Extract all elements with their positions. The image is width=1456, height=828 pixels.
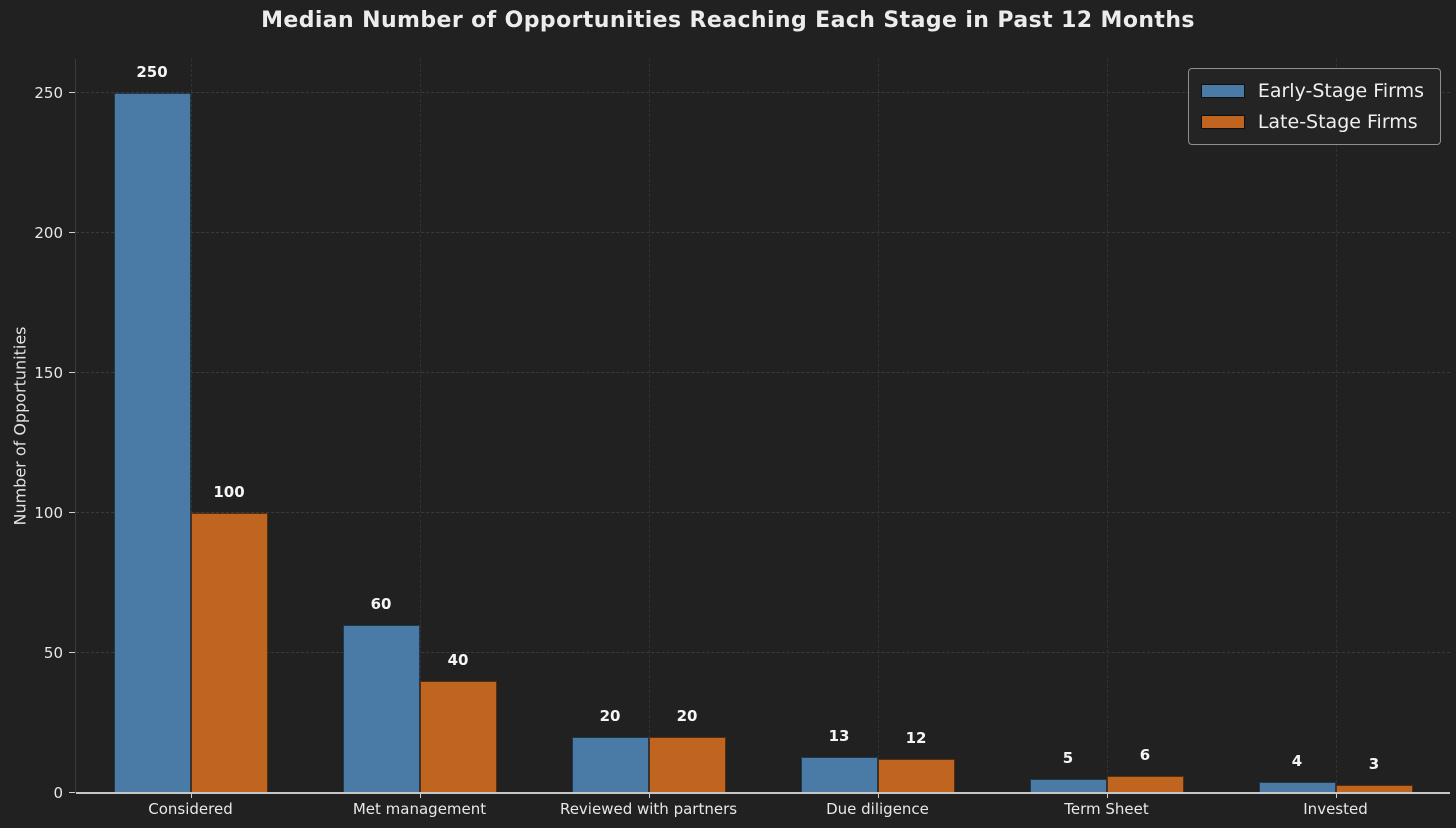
h-gridline bbox=[76, 651, 1450, 653]
y-tick-label: 0 bbox=[53, 784, 63, 802]
bar-value-label: 250 bbox=[136, 62, 168, 81]
legend-swatch bbox=[1200, 84, 1245, 98]
x-tick-mark bbox=[190, 793, 192, 798]
y-tick-mark bbox=[69, 91, 75, 93]
v-gridline bbox=[1335, 59, 1337, 793]
h-gridline bbox=[76, 231, 1450, 233]
bar-value-label: 12 bbox=[905, 729, 927, 748]
v-gridline bbox=[190, 59, 192, 793]
v-gridline bbox=[419, 59, 421, 793]
v-gridline bbox=[648, 59, 650, 793]
y-tick-label: 150 bbox=[34, 363, 63, 382]
bar-late-stage-firms bbox=[190, 512, 268, 793]
bar-value-label: 40 bbox=[447, 650, 469, 669]
bar-value-label: 20 bbox=[676, 706, 698, 725]
x-tick-label: Met management bbox=[352, 800, 487, 818]
bar-value-label: 20 bbox=[599, 706, 621, 725]
bar-early-stage-firms bbox=[342, 624, 420, 793]
y-axis-label: Number of Opportunities bbox=[10, 326, 30, 526]
x-tick-mark bbox=[877, 793, 879, 798]
bar-early-stage-firms bbox=[800, 756, 878, 793]
x-tick-label: Invested bbox=[1303, 800, 1368, 818]
bar-late-stage-firms bbox=[419, 680, 497, 793]
y-tick-label: 50 bbox=[43, 643, 63, 662]
y-tick-label: 100 bbox=[34, 503, 63, 522]
bar-early-stage-firms bbox=[113, 92, 191, 793]
v-gridline bbox=[1106, 59, 1108, 793]
x-tick-mark bbox=[1106, 793, 1108, 798]
legend: Early-Stage Firms Late-Stage Firms bbox=[1187, 68, 1441, 145]
bar-late-stage-firms bbox=[648, 736, 726, 793]
bar-value-label: 5 bbox=[1062, 749, 1074, 767]
x-tick-mark bbox=[1335, 793, 1337, 798]
h-gridline bbox=[76, 371, 1450, 373]
x-tick-label: Due diligence bbox=[826, 800, 929, 818]
legend-label: Early-Stage Firms bbox=[1257, 80, 1424, 102]
plot-area: 0 50 100 150 200 250 Considered 250 100 Met manag… bbox=[34, 59, 1450, 818]
legend-label: Late-Stage Firms bbox=[1257, 111, 1418, 133]
bar-value-label: 3 bbox=[1368, 754, 1380, 773]
bar-value-label: 6 bbox=[1139, 746, 1151, 765]
bar-value-label: 4 bbox=[1291, 751, 1303, 770]
bar-value-label: 100 bbox=[213, 482, 245, 501]
y-tick-label: 200 bbox=[34, 223, 63, 242]
bar-late-stage-firms bbox=[1106, 776, 1184, 793]
x-tick-mark bbox=[419, 793, 421, 798]
legend-item: Early-Stage Firms bbox=[1200, 80, 1424, 102]
chart-title: Median Number of Opportunities Reaching … bbox=[261, 8, 1195, 33]
y-tick-mark bbox=[69, 231, 75, 233]
y-tick-label: 250 bbox=[34, 83, 63, 102]
x-tick-label: Term Sheet bbox=[1064, 800, 1149, 818]
bar-early-stage-firms bbox=[1029, 779, 1107, 793]
legend-item: Late-Stage Firms bbox=[1200, 111, 1424, 133]
x-tick-label: Considered bbox=[148, 800, 233, 818]
legend-swatch bbox=[1200, 115, 1245, 129]
bar-value-label: 13 bbox=[828, 726, 850, 745]
bar-early-stage-firms bbox=[571, 736, 649, 793]
x-axis-line bbox=[76, 792, 1450, 794]
h-gridline bbox=[76, 91, 1450, 93]
y-tick-mark bbox=[69, 371, 75, 373]
bar-value-label: 60 bbox=[370, 594, 392, 613]
y-tick-mark bbox=[69, 792, 75, 793]
v-gridline bbox=[877, 59, 879, 793]
bar-late-stage-firms bbox=[877, 759, 955, 793]
y-tick-mark bbox=[69, 651, 75, 653]
x-tick-label: Reviewed with partners bbox=[559, 800, 738, 818]
x-tick-mark bbox=[648, 793, 650, 798]
h-gridline bbox=[76, 511, 1450, 513]
y-tick-mark bbox=[69, 511, 75, 513]
